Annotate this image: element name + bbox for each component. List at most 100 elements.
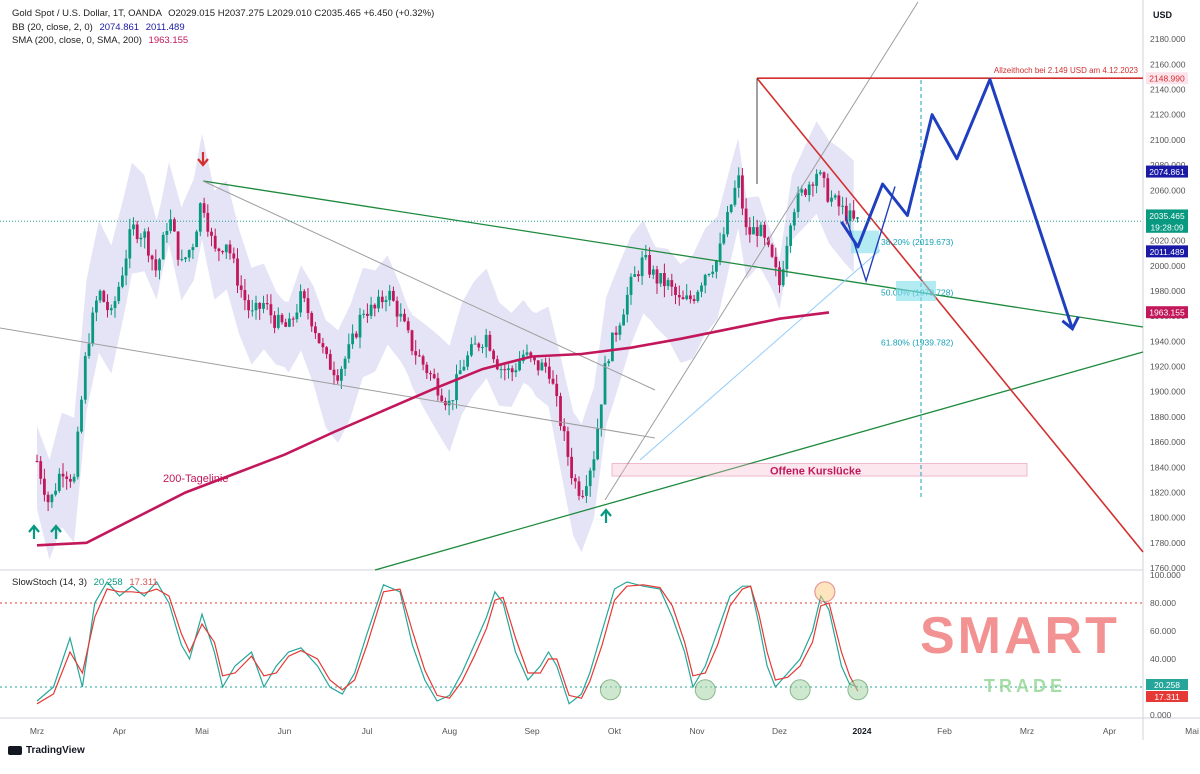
legend-symbol-name: Gold Spot / U.S. Dollar, 1T, OANDA <box>12 8 162 19</box>
candle-body <box>785 245 789 270</box>
price-tick-label: 1800.000 <box>1150 513 1186 523</box>
candle-body <box>284 322 288 327</box>
candle-body <box>121 275 124 287</box>
candle-body <box>310 313 314 327</box>
candle-body <box>317 333 321 344</box>
candle-body <box>65 476 69 479</box>
green-trendline-lower <box>374 351 1144 571</box>
candle-body <box>98 290 102 301</box>
candle-body <box>566 431 570 457</box>
candle-body <box>481 347 484 349</box>
sma-price-badge-bg <box>1146 306 1188 319</box>
candle-body <box>414 351 418 356</box>
legend-stoch-label: SlowStoch (14, 3) <box>12 577 87 588</box>
candle-body <box>507 368 510 371</box>
sma200-line <box>36 311 830 547</box>
candle-body <box>380 296 384 303</box>
candle-body <box>637 274 640 277</box>
candle-body <box>421 356 425 365</box>
fib-level-label: 38.20% (2019.673) <box>881 237 953 247</box>
candle-body <box>651 269 655 275</box>
time-tick-label: 2024 <box>853 726 872 736</box>
candle-body <box>529 352 533 358</box>
candle-body <box>273 315 276 328</box>
stoch-k-badge-bg <box>1146 679 1188 690</box>
candle-body <box>332 369 336 376</box>
price-tick-label: 2140.000 <box>1150 85 1186 95</box>
candle-body <box>198 203 202 232</box>
current-price-badge-bg <box>1146 209 1188 222</box>
up-arrow-icon <box>50 524 62 539</box>
candle-body <box>128 229 132 259</box>
candle-body <box>362 313 366 315</box>
candle-body <box>770 244 774 257</box>
candle-body <box>763 224 766 238</box>
candle-body <box>767 237 770 245</box>
legend-sma-value: 1963.155 <box>148 35 189 46</box>
candle-body <box>388 290 392 301</box>
candle-body <box>154 259 158 271</box>
candle-body <box>377 296 380 309</box>
candle-body <box>191 247 195 251</box>
candle-body <box>555 383 559 397</box>
candle-body <box>147 231 150 256</box>
time-tick-label: Mrz <box>1020 726 1034 736</box>
candle-body <box>395 300 399 317</box>
candle-body <box>759 224 763 236</box>
legend-ohlc: O2029.015 H2037.275 L2029.010 C2035.465 … <box>168 8 435 19</box>
candle-body <box>213 235 217 249</box>
candle-body <box>744 208 748 228</box>
candle-body <box>540 362 544 371</box>
ath-price-badge: 2148.990 <box>1149 74 1185 84</box>
ath-price-badge-bg <box>1146 72 1188 85</box>
legend-sma-label: SMA (200, close, 0, SMA, 200) <box>12 35 142 46</box>
bb-lower-badge-bg <box>1146 245 1188 258</box>
candle-body <box>232 253 236 259</box>
candle-body <box>533 357 536 361</box>
time-tick-label: Jun <box>278 726 292 736</box>
candle-body <box>614 332 618 335</box>
watermark-trade: TRADE <box>984 676 1066 696</box>
time-tick-label: Jul <box>362 726 373 736</box>
candle-body <box>72 476 76 482</box>
tradingview-logo[interactable]: TradingView <box>8 745 85 756</box>
legend-bb-upper: 2074.861 <box>99 22 140 33</box>
candle-body <box>830 197 833 202</box>
candle-body <box>343 358 347 369</box>
candle-body <box>161 234 165 260</box>
candle-body <box>625 294 629 315</box>
candle-body <box>707 274 711 275</box>
candle-body <box>43 478 46 495</box>
candle-body <box>856 217 859 219</box>
candle-body <box>76 431 80 477</box>
candle-body <box>306 298 310 313</box>
candle-body <box>325 347 328 355</box>
candle-body <box>392 290 395 301</box>
stoch-d-line <box>36 584 859 705</box>
candle-body <box>403 313 406 322</box>
candle-body <box>276 314 280 328</box>
candle-body <box>826 178 830 202</box>
price-tick-label: 1920.000 <box>1150 362 1186 372</box>
candle-body <box>562 426 566 432</box>
candle-body <box>221 251 224 253</box>
candle-body <box>432 374 436 379</box>
candle-body <box>629 276 633 295</box>
candle-body <box>302 291 306 299</box>
candle-body <box>299 291 302 313</box>
stoch-oversold-circle <box>694 679 716 701</box>
candle-body <box>80 399 83 432</box>
candle-body <box>755 227 759 236</box>
candle-body <box>792 212 796 226</box>
legend-stoch-d: 17.311 <box>129 577 158 588</box>
candle-body <box>547 366 551 379</box>
candle-body <box>692 299 696 301</box>
candle-body <box>592 459 596 471</box>
candle-body <box>514 370 518 373</box>
candle-body <box>143 231 147 238</box>
forecast-alt-path <box>844 186 896 284</box>
candle-body <box>473 343 477 345</box>
candle-body <box>95 300 98 313</box>
